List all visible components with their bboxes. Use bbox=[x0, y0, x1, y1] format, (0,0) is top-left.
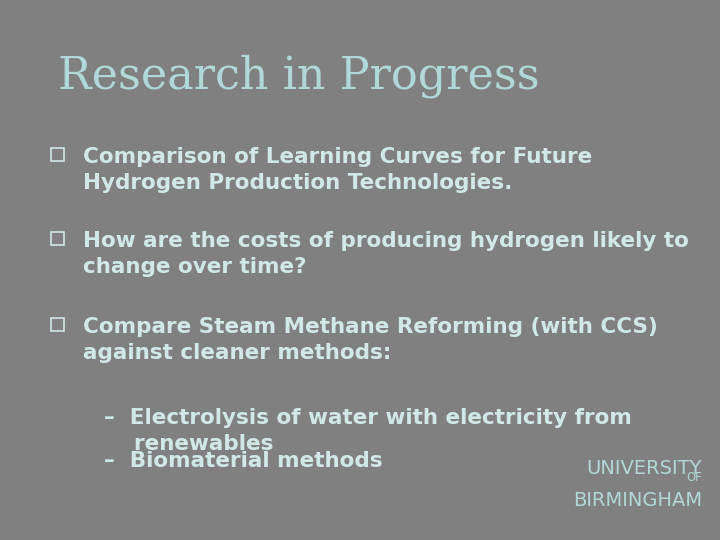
Text: OF: OF bbox=[686, 471, 702, 484]
Text: –  Biomaterial methods: – Biomaterial methods bbox=[104, 451, 383, 471]
Text: UNIVERSITY: UNIVERSITY bbox=[587, 459, 702, 478]
Text: Compare Steam Methane Reforming (with CCS)
against cleaner methods:: Compare Steam Methane Reforming (with CC… bbox=[83, 317, 657, 363]
Text: Comparison of Learning Curves for Future
Hydrogen Production Technologies.: Comparison of Learning Curves for Future… bbox=[83, 147, 592, 193]
Text: How are the costs of producing hydrogen likely to
change over time?: How are the costs of producing hydrogen … bbox=[83, 231, 688, 277]
Text: –  Electrolysis of water with electricity from
    renewables: – Electrolysis of water with electricity… bbox=[104, 408, 632, 454]
Text: BIRMINGHAM: BIRMINGHAM bbox=[573, 491, 702, 510]
Text: Research in Progress: Research in Progress bbox=[58, 54, 539, 98]
